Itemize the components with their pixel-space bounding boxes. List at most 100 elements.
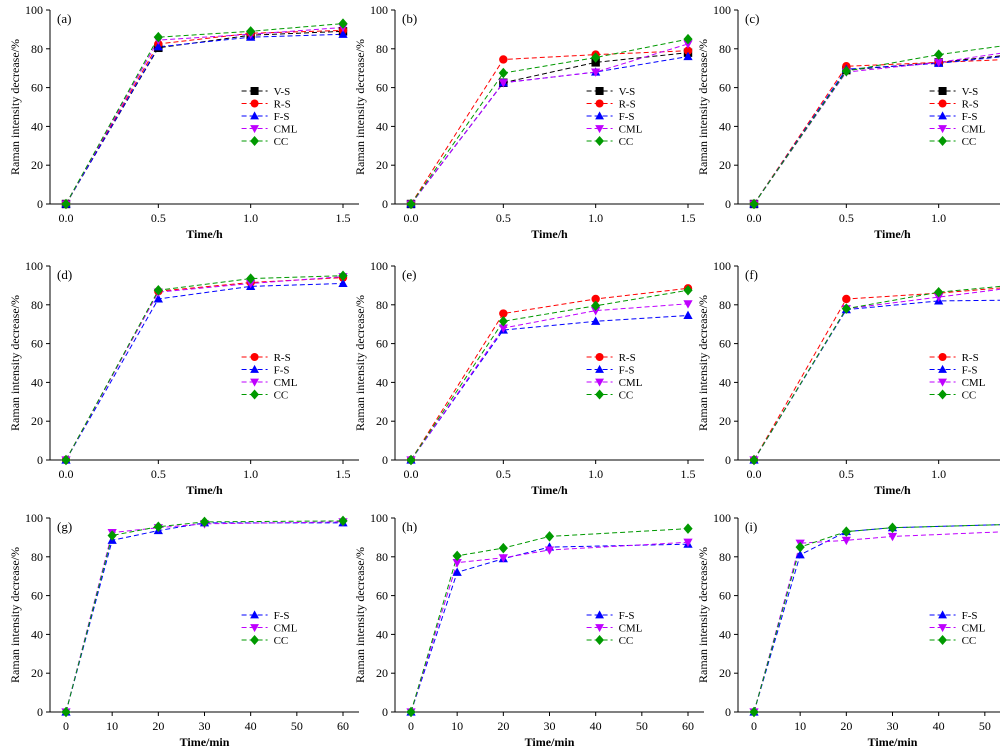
legend-label: CML xyxy=(619,124,643,136)
data-point xyxy=(499,309,508,318)
data-point xyxy=(683,33,693,45)
panel-label: (a) xyxy=(57,11,71,26)
y-axis-title: Raman intensity decrease/% xyxy=(696,39,710,175)
panel-label: (h) xyxy=(402,519,417,534)
y-tick-label: 0 xyxy=(382,453,388,467)
panel-label: (f) xyxy=(745,267,758,282)
x-tick-label: 40 xyxy=(933,719,945,733)
legend-label: CC xyxy=(962,136,977,148)
data-point xyxy=(887,532,898,542)
data-point xyxy=(544,546,555,555)
y-tick-label: 100 xyxy=(713,259,731,273)
legend-label: F-S xyxy=(274,365,290,377)
series-line xyxy=(410,52,689,205)
y-axis-title: Raman intensity decrease/% xyxy=(696,295,710,431)
legend-marker xyxy=(595,610,604,619)
data-point xyxy=(246,273,256,284)
series-line xyxy=(410,56,689,205)
legend-marker xyxy=(938,87,947,95)
series-line xyxy=(65,23,344,205)
legend-label: F-S xyxy=(619,610,635,622)
data-point xyxy=(683,310,693,320)
series-line xyxy=(65,30,344,205)
series-line xyxy=(410,43,689,205)
legend-marker xyxy=(250,364,259,373)
y-tick-label: 100 xyxy=(713,3,731,17)
x-tick-label: 50 xyxy=(636,719,648,733)
data-point xyxy=(153,285,163,296)
y-tick-label: 40 xyxy=(31,375,43,389)
legend-label: CC xyxy=(962,390,977,402)
legend-marker xyxy=(250,87,259,95)
data-point xyxy=(591,52,601,63)
legend-marker xyxy=(250,99,259,108)
legend-label: CML xyxy=(274,623,298,635)
x-tick-label: 0 xyxy=(408,719,414,733)
legend-marker xyxy=(595,378,604,387)
series-line xyxy=(410,314,689,461)
data-point xyxy=(683,523,693,534)
legend-marker xyxy=(938,378,947,387)
x-tick-label: 30 xyxy=(199,719,211,733)
x-axis-title: Time/h xyxy=(186,227,223,241)
y-tick-label: 20 xyxy=(31,666,43,680)
x-tick-label: 50 xyxy=(979,719,991,733)
y-axis-title: Raman intensity decrease/% xyxy=(8,547,22,683)
legend-marker xyxy=(250,125,259,134)
series-line xyxy=(410,50,689,205)
series-line xyxy=(65,521,344,713)
data-point xyxy=(107,530,117,541)
legend-label: CC xyxy=(619,136,634,148)
y-tick-label: 60 xyxy=(719,81,731,95)
y-tick-label: 60 xyxy=(376,81,388,95)
series-line xyxy=(753,56,1000,205)
legend-marker xyxy=(595,99,604,108)
data-point xyxy=(61,454,71,466)
legend-label: CC xyxy=(274,136,289,148)
legend-marker xyxy=(595,635,604,645)
x-tick-label: 0 xyxy=(63,719,69,733)
data-point xyxy=(749,454,759,466)
data-point xyxy=(795,550,805,559)
legend-label: CML xyxy=(274,124,298,136)
y-tick-label: 80 xyxy=(719,298,731,312)
data-point xyxy=(498,67,508,79)
panel-label: (c) xyxy=(745,11,759,26)
x-tick-label: 1.0 xyxy=(931,467,946,481)
series-line xyxy=(410,287,689,461)
legend-marker xyxy=(250,136,259,146)
legend-label: R-S xyxy=(274,99,291,111)
data-point xyxy=(406,198,416,210)
data-point xyxy=(591,316,601,325)
x-tick-label: 0.5 xyxy=(151,467,166,481)
legend-label: CML xyxy=(619,623,643,635)
x-tick-label: 10 xyxy=(451,719,463,733)
data-point xyxy=(498,542,508,554)
data-point xyxy=(683,538,693,548)
data-point xyxy=(338,18,348,29)
y-axis-title: Raman intensity decrease/% xyxy=(8,39,22,175)
series-line xyxy=(65,520,344,713)
x-tick-label: 0.5 xyxy=(151,211,166,225)
x-tick-label: 0.5 xyxy=(496,211,511,225)
series-line xyxy=(410,543,689,713)
series-line xyxy=(65,277,344,461)
x-tick-label: 0.0 xyxy=(59,211,74,225)
y-tick-label: 20 xyxy=(719,414,731,428)
y-tick-label: 0 xyxy=(382,197,388,211)
data-point xyxy=(795,541,805,553)
legend-marker xyxy=(938,389,947,400)
data-point xyxy=(61,198,71,210)
legend-label: F-S xyxy=(619,111,635,123)
y-tick-label: 20 xyxy=(376,158,388,172)
x-tick-label: 1.5 xyxy=(336,467,351,481)
x-tick-label: 0.0 xyxy=(747,211,762,225)
legend-label: R-S xyxy=(962,99,979,111)
x-tick-label: 0 xyxy=(751,719,757,733)
legend-label: CML xyxy=(619,377,643,389)
legend-label: F-S xyxy=(962,610,978,622)
